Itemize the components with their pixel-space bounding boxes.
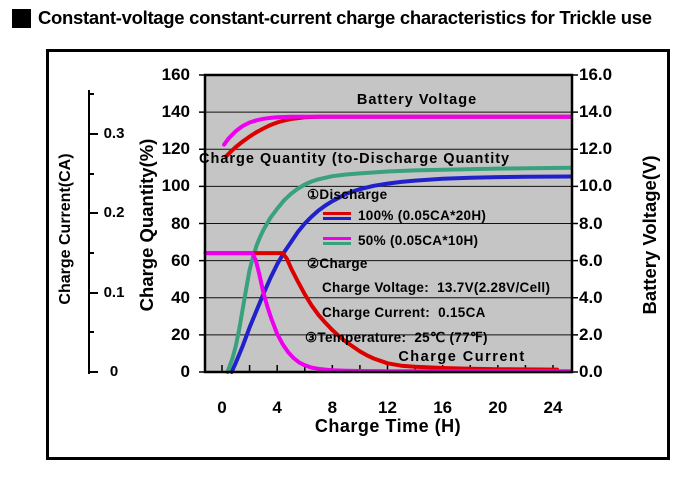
- quantity-tick-label: 20: [171, 324, 190, 344]
- legend-charge-voltage: Charge Voltage: 13.7V(2.28V/Cell): [322, 280, 551, 295]
- quantity-tick-label: 100: [161, 176, 190, 196]
- quantity-tick-label: 40: [171, 287, 190, 307]
- series-charge-current-50: [203, 251, 573, 374]
- time-tick-label: 24: [543, 398, 563, 417]
- time-tick-label: 8: [327, 398, 338, 417]
- quantity-tick-label: 60: [171, 250, 190, 270]
- plot-border: [203, 73, 574, 374]
- current-minor-tick: [88, 93, 94, 96]
- current-minor-tick: [88, 252, 94, 255]
- charge-current-axis-line: [88, 90, 90, 374]
- annotation-charge-current: Charge Current: [398, 349, 526, 365]
- voltage-tick-label: 4.0: [579, 287, 603, 307]
- current-major-tick: [88, 371, 98, 373]
- series-charge-quantity-50: [225, 165, 573, 374]
- series-battery-voltage-50: [222, 114, 573, 147]
- series-charge-quantity-100: [229, 174, 573, 374]
- annotation-battery-voltage: Battery Voltage: [356, 92, 478, 108]
- series-charge-current-100: [203, 251, 560, 372]
- current-minor-tick: [88, 172, 94, 175]
- current-tick-label: 0.2: [103, 204, 125, 222]
- time-tick-label: 4: [272, 398, 282, 417]
- current-tick-label: 0.3: [103, 125, 125, 143]
- legend-line-red-icon: [323, 212, 351, 215]
- quantity-tick-label: 140: [161, 102, 190, 122]
- quantity-tick-label: 160: [161, 65, 190, 84]
- quantity-tick-label: 80: [171, 213, 190, 233]
- current-major-tick: [88, 212, 98, 215]
- time-tick-label: 20: [488, 398, 508, 417]
- current-major-tick: [88, 133, 98, 136]
- current-major-tick: [88, 291, 98, 294]
- voltage-tick-label: 12.0: [579, 139, 613, 159]
- legend-charge-current: Charge Current: 0.15CA: [322, 305, 486, 320]
- quantity-tick-label: 0: [180, 362, 190, 381]
- voltage-tick-label: 14.0: [579, 102, 613, 122]
- legend-line-green-icon: [323, 242, 351, 245]
- legend-marker-50-icon: [323, 237, 351, 246]
- legend-discharge-heading: ①Discharge: [307, 187, 388, 202]
- quantity-tick-label: 120: [161, 139, 190, 159]
- page-title: Constant-voltage constant-current charge…: [38, 7, 652, 28]
- axis-title-charge-time: Charge Time (H): [314, 416, 462, 436]
- current-tick-label: 0.1: [103, 283, 125, 301]
- axis-title-battery-voltage: Battery Voltage(V): [639, 155, 660, 315]
- legend-temperature: ③Temperature: 25℃ (77℉): [305, 330, 488, 345]
- voltage-tick-label: 16.0: [579, 65, 613, 84]
- voltage-tick-label: 2.0: [579, 324, 603, 344]
- voltage-tick-label: 0.0: [579, 362, 603, 381]
- voltage-tick-label: 10.0: [579, 176, 613, 196]
- current-tick-label: 0: [109, 363, 119, 380]
- legend-item-50: 50% (0.05CA*10H): [358, 233, 479, 248]
- time-tick-label: 16: [433, 398, 453, 417]
- voltage-tick-label: 8.0: [579, 213, 603, 233]
- axis-title-charge-current: Charge Current(CA): [57, 153, 74, 305]
- legend-item-100: 100% (0.05CA*20H): [358, 208, 487, 223]
- legend-line-blue-icon: [323, 217, 351, 220]
- voltage-tick-label: 6.0: [579, 250, 603, 270]
- time-tick-label: 0: [217, 398, 227, 417]
- legend-marker-100-icon: [323, 212, 351, 221]
- time-tick-label: 12: [378, 398, 397, 417]
- legend-charge-heading: ②Charge: [307, 256, 368, 271]
- title-bullet-icon: [12, 8, 31, 28]
- current-minor-tick: [88, 331, 94, 334]
- figure-title-row: Constant-voltage constant-current charge…: [12, 7, 652, 29]
- annotation-charge-quantity: Charge Quantity (to-Discharge Quantity: [199, 151, 511, 167]
- chart-plot-area: [199, 73, 578, 374]
- legend-line-magenta-icon: [323, 237, 351, 240]
